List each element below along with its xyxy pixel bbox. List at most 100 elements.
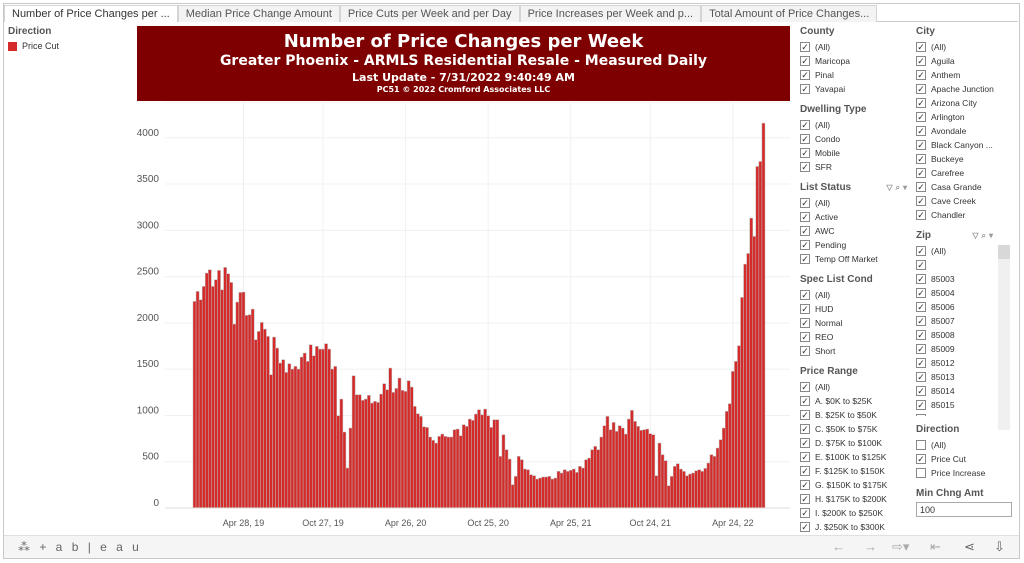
checkbox[interactable]: ✓: [800, 508, 810, 518]
bar[interactable]: [688, 473, 692, 509]
bar[interactable]: [682, 471, 686, 509]
bar[interactable]: [403, 391, 408, 509]
checkbox[interactable]: ✓: [916, 112, 926, 122]
bar[interactable]: [354, 394, 359, 509]
bar[interactable]: [535, 478, 539, 509]
bar[interactable]: [299, 356, 304, 509]
bar[interactable]: [256, 331, 261, 509]
checkbox[interactable]: ✓: [916, 154, 926, 164]
bar[interactable]: [660, 454, 665, 509]
bar[interactable]: [434, 442, 438, 509]
bar[interactable]: [360, 400, 365, 509]
bar[interactable]: [636, 426, 640, 509]
bar[interactable]: [443, 436, 448, 509]
bar[interactable]: [437, 436, 442, 509]
bar[interactable]: [706, 462, 711, 509]
bar[interactable]: [367, 395, 371, 509]
bar[interactable]: [477, 409, 481, 509]
filter-option[interactable]: ✓ E. $100K to $125K: [800, 450, 910, 464]
bar[interactable]: [464, 426, 469, 509]
filter-option[interactable]: ✓ 85012: [916, 356, 996, 370]
filter-option[interactable]: ✓ A. $0K to $25K: [800, 394, 910, 408]
checkbox[interactable]: ✓: [916, 288, 926, 298]
bar[interactable]: [538, 477, 542, 509]
bar[interactable]: [581, 467, 585, 509]
bar[interactable]: [471, 420, 475, 509]
filter-option[interactable]: ✓ (All): [916, 40, 1011, 54]
checkbox[interactable]: ✓: [800, 452, 810, 462]
filter-option[interactable]: ✓ I. $200K to $250K: [800, 506, 910, 520]
filter-option[interactable]: ✓ H. $175K to $200K: [800, 492, 910, 506]
filter-option[interactable]: ✓ Cave Creek: [916, 194, 1011, 208]
legend-item-price-cut[interactable]: Price Cut: [8, 41, 59, 51]
checkbox[interactable]: ✓: [800, 226, 810, 236]
bar[interactable]: [541, 476, 546, 509]
checkbox[interactable]: ✓: [916, 56, 926, 66]
bar[interactable]: [504, 449, 509, 509]
checkbox[interactable]: ✓: [916, 210, 926, 220]
bar[interactable]: [507, 458, 512, 509]
checkbox[interactable]: ✓: [800, 522, 810, 532]
checkbox[interactable]: ✓: [916, 316, 926, 326]
bar[interactable]: [624, 433, 628, 509]
bar[interactable]: [214, 279, 218, 509]
zip-scrollbar[interactable]: [998, 245, 1010, 430]
checkbox[interactable]: ✓: [800, 304, 810, 314]
bar[interactable]: [422, 426, 426, 509]
checkbox[interactable]: ✓: [800, 424, 810, 434]
bar[interactable]: [315, 346, 319, 509]
checkbox[interactable]: ✓: [916, 454, 926, 464]
filter-option[interactable]: ✓ Buckeye: [916, 152, 1011, 166]
filter-option[interactable]: ✓ SFR: [800, 160, 910, 174]
filter-option[interactable]: ✓ Active: [800, 210, 910, 224]
filter-option[interactable]: ✓ (All): [800, 40, 910, 54]
bar[interactable]: [211, 286, 215, 509]
bar[interactable]: [700, 471, 705, 509]
scrollbar-thumb[interactable]: [998, 245, 1010, 259]
bar[interactable]: [232, 323, 237, 509]
bar[interactable]: [513, 476, 518, 509]
checkbox[interactable]: ✓: [800, 290, 810, 300]
bar[interactable]: [446, 436, 451, 509]
filter-option[interactable]: ✓ 85008: [916, 328, 996, 342]
bar[interactable]: [449, 436, 454, 509]
bar[interactable]: [250, 308, 255, 509]
bar[interactable]: [526, 469, 530, 509]
bar[interactable]: [480, 414, 484, 509]
bar[interactable]: [351, 375, 356, 509]
bar[interactable]: [740, 297, 744, 509]
bar[interactable]: [721, 427, 726, 509]
checkbox[interactable]: ✓: [916, 84, 926, 94]
checkbox[interactable]: ✓: [916, 140, 926, 150]
checkbox[interactable]: ✓: [800, 134, 810, 144]
bar[interactable]: [630, 410, 634, 509]
bar[interactable]: [547, 476, 552, 509]
bar[interactable]: [685, 475, 689, 509]
bar[interactable]: [498, 456, 503, 509]
checkbox[interactable]: ✓: [800, 70, 810, 80]
checkbox[interactable]: ✓: [800, 212, 810, 222]
undo-icon[interactable]: ←: [832, 539, 845, 554]
filter-option[interactable]: ✓ Anthem: [916, 68, 1011, 82]
bar[interactable]: [731, 371, 735, 509]
checkbox[interactable]: ✓: [800, 382, 810, 392]
filter-option[interactable]: ✓ 85015: [916, 398, 996, 412]
bar[interactable]: [247, 314, 252, 509]
filter-option[interactable]: ✓ Price Cut: [916, 452, 1011, 466]
checkbox[interactable]: ✓: [800, 318, 810, 328]
bar[interactable]: [761, 122, 766, 509]
filter-option[interactable]: ✓ (All): [916, 244, 996, 258]
bar[interactable]: [373, 401, 377, 509]
bar[interactable]: [666, 485, 671, 509]
filter-option[interactable]: ✓ 85007: [916, 314, 996, 328]
bar[interactable]: [431, 440, 435, 509]
bar[interactable]: [746, 253, 750, 509]
checkbox[interactable]: ✓: [916, 274, 926, 284]
bar[interactable]: [587, 457, 591, 509]
bar[interactable]: [575, 472, 579, 509]
bar[interactable]: [284, 372, 289, 509]
bar[interactable]: [648, 433, 653, 509]
filter-option[interactable]: ✓ C. $50K to $75K: [800, 422, 910, 436]
checkbox[interactable]: ✓: [916, 372, 926, 382]
filter-option[interactable]: Price Increase: [916, 466, 1011, 480]
